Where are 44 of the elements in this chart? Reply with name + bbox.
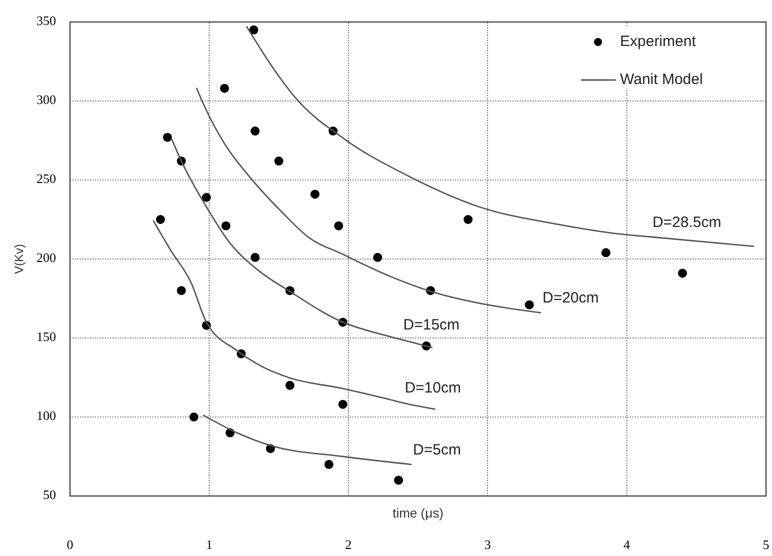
legend-label: Wanit Model	[620, 70, 703, 88]
x-axis-title: time (μs)	[392, 505, 444, 520]
point	[250, 126, 260, 136]
point	[220, 84, 230, 93]
point	[678, 268, 687, 278]
x-tick-label: 1	[206, 536, 212, 552]
y-tick-label: 50	[43, 486, 56, 502]
point	[524, 300, 534, 310]
x-tick-label: 0	[66, 536, 74, 552]
y-tick-label: 250	[36, 170, 56, 186]
y-tick-label: 150	[36, 328, 56, 344]
y-tick-label: 200	[36, 250, 56, 265]
annotation: D=20cm	[542, 290, 599, 307]
point	[156, 215, 165, 224]
x-tick-label: 4	[624, 536, 631, 552]
point	[324, 460, 334, 469]
legend-label: Experiment	[620, 32, 697, 50]
point	[373, 252, 382, 262]
annotation: D=28.5cm	[652, 214, 722, 231]
point	[338, 400, 348, 409]
point	[221, 221, 230, 230]
point	[464, 215, 473, 224]
x-tick-label: 3	[484, 536, 491, 552]
y-tick-label: 350	[36, 12, 56, 28]
point	[285, 380, 294, 390]
point	[334, 221, 344, 230]
annotation: D=5cm	[413, 441, 461, 458]
y-axis-title: V(Kv)	[12, 244, 26, 274]
point	[189, 412, 198, 422]
point	[394, 476, 404, 485]
x-tick-label: 5	[762, 536, 770, 552]
point	[202, 192, 211, 202]
point	[250, 252, 260, 262]
point	[162, 132, 172, 142]
point	[310, 190, 320, 199]
point	[274, 156, 284, 166]
point	[176, 286, 186, 296]
annotation: D=10cm	[404, 380, 461, 397]
y-tick-label: 300	[36, 92, 56, 107]
point	[601, 248, 610, 258]
y-tick-label: 100	[36, 408, 56, 423]
x-tick-label: 2	[345, 536, 352, 552]
annotation: D=15cm	[403, 316, 460, 334]
point	[249, 25, 258, 34]
